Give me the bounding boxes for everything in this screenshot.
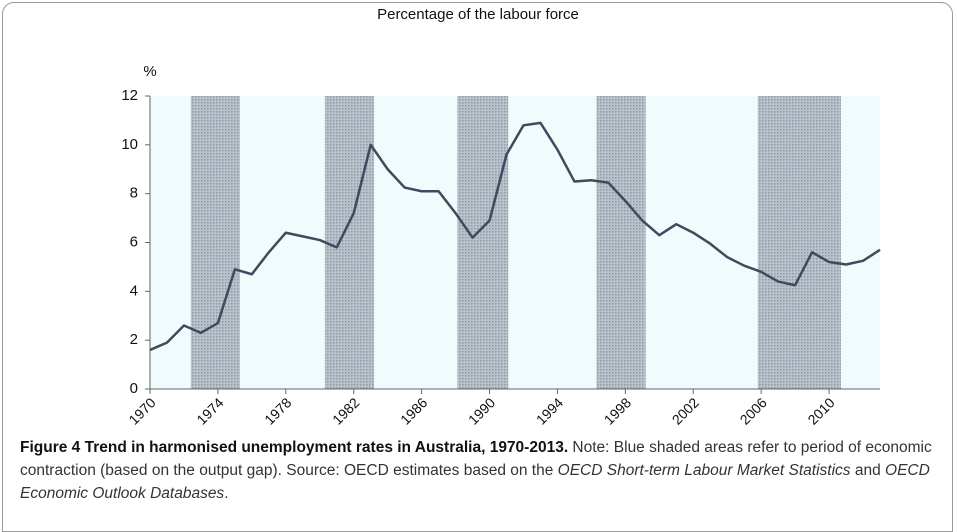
y-tick-label: 2: [130, 331, 138, 348]
contraction-period: [596, 96, 646, 389]
contraction-period: [324, 96, 375, 389]
y-tick-label: 0: [130, 380, 138, 397]
caption-title: Figure 4 Trend in harmonised unemploymen…: [20, 439, 569, 456]
caption-text: and: [850, 462, 886, 479]
x-tick-label: 2006: [737, 394, 770, 427]
caption: Figure 4 Trend in harmonised unemploymen…: [20, 436, 938, 505]
chart-title: Percentage of the labour force: [377, 6, 579, 23]
x-tick-label: 2010: [804, 394, 837, 427]
caption-italic: OECD Short-term Labour Market Statistics: [557, 462, 851, 479]
x-tick-label: 1994: [533, 394, 566, 427]
contraction-period: [457, 96, 509, 389]
y-tick-label: 10: [121, 136, 138, 153]
y-tick-label: 12: [121, 87, 138, 104]
x-tick-label: 2002: [669, 394, 702, 427]
x-tick-label: 1982: [329, 394, 362, 427]
x-tick-label: 1986: [397, 394, 430, 427]
y-tick-label: 6: [130, 233, 138, 250]
caption-italic: OECD Economic Outlook Databases: [20, 462, 930, 502]
caption-text: Note: Blue shaded areas refer to period …: [20, 439, 932, 479]
x-tick-label: 1978: [261, 394, 294, 427]
x-tick-label: 1970: [125, 394, 158, 427]
contraction-period: [190, 96, 240, 389]
x-tick-label: 1998: [601, 394, 634, 427]
contraction-period: [757, 96, 841, 389]
x-tick-label: 1974: [193, 394, 226, 427]
y-axis-label: %: [143, 63, 156, 80]
x-tick-label: 1990: [465, 394, 498, 427]
y-tick-label: 4: [130, 282, 138, 299]
y-tick-label: 8: [130, 185, 138, 202]
data-line: [149, 121, 881, 352]
chart: Percentage of the labour force % 0 2 4 6 8 10…: [121, 6, 881, 428]
caption-text: .: [224, 485, 229, 502]
